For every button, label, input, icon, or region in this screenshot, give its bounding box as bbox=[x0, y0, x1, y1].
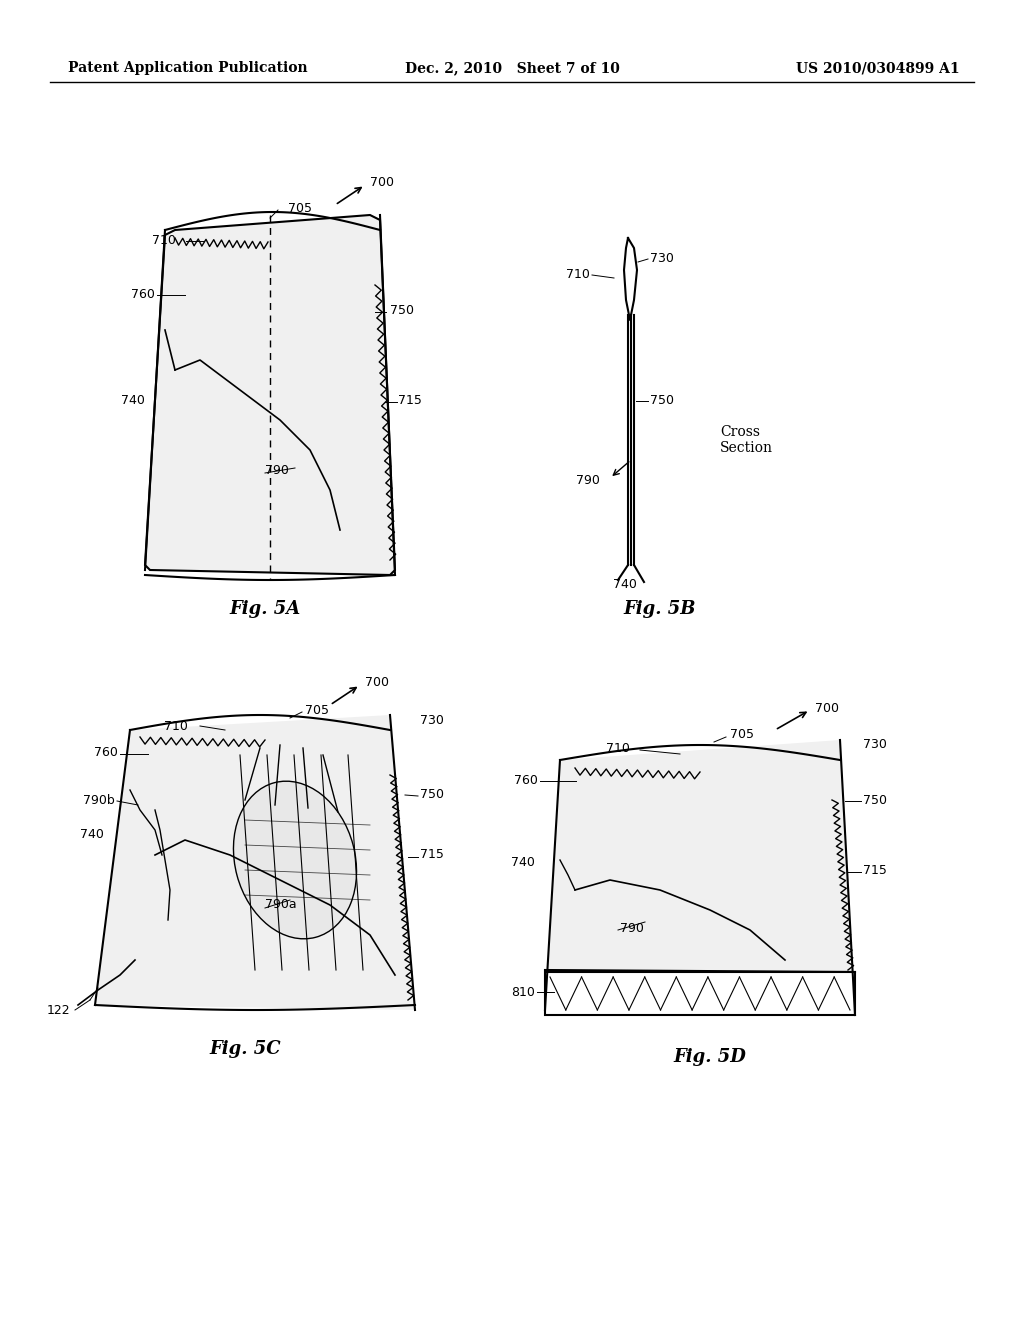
Text: 705: 705 bbox=[288, 202, 312, 214]
Text: 705: 705 bbox=[305, 704, 329, 717]
Text: 790a: 790a bbox=[265, 899, 297, 912]
Text: 705: 705 bbox=[730, 729, 754, 742]
Text: Fig. 5D: Fig. 5D bbox=[674, 1048, 746, 1067]
Text: 760: 760 bbox=[514, 774, 538, 787]
Text: Fig. 5B: Fig. 5B bbox=[624, 601, 696, 618]
Text: 710: 710 bbox=[566, 268, 590, 281]
Text: Dec. 2, 2010   Sheet 7 of 10: Dec. 2, 2010 Sheet 7 of 10 bbox=[404, 61, 620, 75]
Text: 760: 760 bbox=[131, 289, 155, 301]
Text: 730: 730 bbox=[863, 738, 887, 751]
Text: 715: 715 bbox=[863, 863, 887, 876]
Text: 750: 750 bbox=[863, 793, 887, 807]
Text: 790: 790 bbox=[577, 474, 600, 487]
Ellipse shape bbox=[233, 781, 356, 939]
Bar bbox=[545, 972, 855, 1015]
Text: Cross
Section: Cross Section bbox=[720, 425, 773, 455]
Text: 740: 740 bbox=[613, 578, 637, 591]
Text: 710: 710 bbox=[606, 742, 630, 755]
Text: 750: 750 bbox=[420, 788, 444, 801]
Text: 700: 700 bbox=[370, 176, 394, 189]
Text: 740: 740 bbox=[511, 855, 535, 869]
Text: US 2010/0304899 A1: US 2010/0304899 A1 bbox=[797, 61, 961, 75]
Text: 730: 730 bbox=[420, 714, 443, 726]
Text: 740: 740 bbox=[80, 829, 104, 842]
Text: 750: 750 bbox=[390, 304, 414, 317]
Text: 760: 760 bbox=[94, 747, 118, 759]
Text: Patent Application Publication: Patent Application Publication bbox=[68, 61, 307, 75]
Text: 710: 710 bbox=[164, 719, 188, 733]
Text: Fig. 5A: Fig. 5A bbox=[229, 601, 301, 618]
Text: 790: 790 bbox=[620, 921, 644, 935]
PathPatch shape bbox=[145, 215, 395, 576]
Text: 715: 715 bbox=[420, 849, 443, 862]
Text: 750: 750 bbox=[650, 393, 674, 407]
Text: 740: 740 bbox=[121, 393, 145, 407]
Text: Fig. 5C: Fig. 5C bbox=[209, 1040, 281, 1059]
Text: 715: 715 bbox=[398, 393, 422, 407]
Text: 122: 122 bbox=[46, 1003, 70, 1016]
Text: 710: 710 bbox=[153, 235, 176, 248]
Polygon shape bbox=[95, 715, 415, 1010]
Polygon shape bbox=[545, 741, 855, 1015]
Text: 810: 810 bbox=[511, 986, 535, 998]
Text: 790b: 790b bbox=[83, 793, 115, 807]
Text: 700: 700 bbox=[815, 701, 839, 714]
Text: 790: 790 bbox=[265, 463, 289, 477]
Text: 730: 730 bbox=[650, 252, 674, 264]
Text: 700: 700 bbox=[365, 676, 389, 689]
